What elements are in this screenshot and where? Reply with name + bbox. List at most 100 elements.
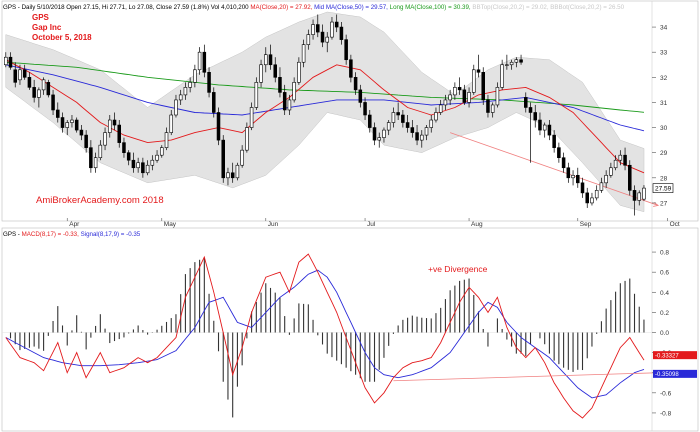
divergence-annotation: +ve Divergence [428, 264, 488, 274]
candle-body [330, 21, 334, 38]
candle-body [259, 64, 263, 83]
candle-body [509, 61, 514, 66]
candle-body [93, 157, 98, 169]
price-y-tick-label: 28 [660, 175, 668, 182]
ma20-line [5, 59, 645, 174]
watermark-annotation: AmiBrokerAcademy.com 2018 [36, 195, 164, 206]
candle-body [590, 197, 594, 204]
candle-body [145, 164, 150, 174]
candle-body [264, 54, 268, 66]
candle-body [216, 112, 221, 141]
axes-layer: 27 28 29 30 31 32 33 34 Apr May Jun Jul Aug Sep Oct 27.… [66, 25, 697, 417]
candle-body [557, 147, 561, 159]
macd-header-part-2: Signal(8,17,9) = -0.35 [81, 231, 141, 238]
price-y-tick-label: 32 [660, 75, 668, 82]
candle-body [618, 154, 623, 161]
candle-body [585, 192, 590, 204]
candle-body [226, 172, 230, 179]
candle-body [505, 64, 509, 66]
price-divergence-trendline [450, 132, 659, 206]
candle-body [126, 152, 131, 161]
candle-body [160, 147, 164, 156]
candle-body [580, 182, 585, 194]
candle-body [316, 24, 320, 33]
candle-body [642, 187, 646, 200]
candle-body [188, 82, 192, 88]
candle-body [108, 119, 112, 133]
candle-body [386, 122, 391, 131]
price-x-tick-label: Oct [670, 221, 680, 228]
candle-body [429, 119, 434, 128]
candle-body [472, 69, 476, 93]
candle-body [27, 77, 32, 88]
candle-body [382, 129, 386, 138]
candle-body [358, 89, 363, 103]
price-y-tick-label: 33 [660, 50, 668, 57]
candle-body [136, 162, 140, 169]
last-price-tag [652, 183, 674, 193]
candle-body [183, 87, 188, 96]
company-annotation: Gap Inc [32, 23, 62, 32]
candle-body [13, 69, 18, 83]
price-x-tick-label: May [164, 221, 177, 228]
price-x-tick-label: Aug [471, 221, 483, 228]
candle-body [576, 174, 580, 184]
candle-body [131, 159, 136, 169]
candle-body [278, 77, 282, 93]
candle-body [368, 114, 372, 128]
candle-body [178, 94, 183, 101]
candle-body [420, 134, 424, 141]
candle-body [637, 192, 642, 201]
candle-body [84, 134, 88, 148]
price-y-tick-label: 31 [660, 100, 668, 107]
candle-body [292, 82, 296, 101]
macd-y-tick-label: -0.6 [660, 390, 672, 397]
candle-body [628, 164, 632, 191]
macd-y-tick-label: -0.8 [660, 410, 672, 417]
price-header-part-2: Mid MA(Close,50) = 29.57, [314, 4, 390, 11]
candle-body [212, 92, 216, 113]
candle-body [632, 190, 637, 201]
candlestick-layer [4, 14, 646, 216]
price-x-tick-label: Jul [367, 221, 376, 228]
price-header-part-5: BBBot(Close,20,2) = 26.50 [550, 4, 624, 11]
candle-body [311, 24, 315, 35]
macd-y-tick-label: 0.0 [660, 330, 669, 337]
price-header-part-4: BBTop(Close,20,2) = 29.02, [472, 4, 550, 11]
candle-body [18, 69, 22, 81]
candle-body [519, 59, 523, 63]
candle-body [197, 51, 202, 71]
candle-body [8, 56, 13, 68]
macd-pane-frame [1, 227, 699, 432]
candle-body [268, 54, 273, 66]
candle-body [4, 56, 8, 66]
candle-body [339, 26, 344, 40]
moving-average-layer [5, 59, 660, 207]
price-y-tick-label: 30 [660, 125, 668, 132]
candle-body [377, 137, 382, 141]
candle-body [297, 61, 301, 83]
price-pane-frame [1, 0, 699, 222]
date-annotation: October 5, 2018 [32, 33, 92, 42]
candle-body [599, 182, 604, 191]
candle-body [98, 144, 103, 159]
macd-header-part-1: MACD(8,17) = -0.33, [22, 231, 81, 238]
macd-y-tick-label: 0.6 [660, 270, 669, 277]
candle-body [467, 92, 471, 103]
candle-body [37, 89, 41, 98]
last-signal-tag [653, 369, 697, 378]
candle-body [122, 142, 126, 153]
candle-body [325, 36, 330, 43]
price-header-part-1: MA(Close,20) = 27.92, [250, 4, 314, 11]
candle-body [476, 69, 481, 73]
candle-body [391, 112, 396, 123]
candle-body [254, 82, 259, 108]
ma100-line [5, 61, 645, 113]
candle-body [51, 94, 55, 111]
candle-body [609, 167, 613, 176]
macd-y-tick-label: 0.8 [660, 250, 669, 257]
candle-body [41, 79, 46, 91]
candle-body [566, 167, 571, 179]
